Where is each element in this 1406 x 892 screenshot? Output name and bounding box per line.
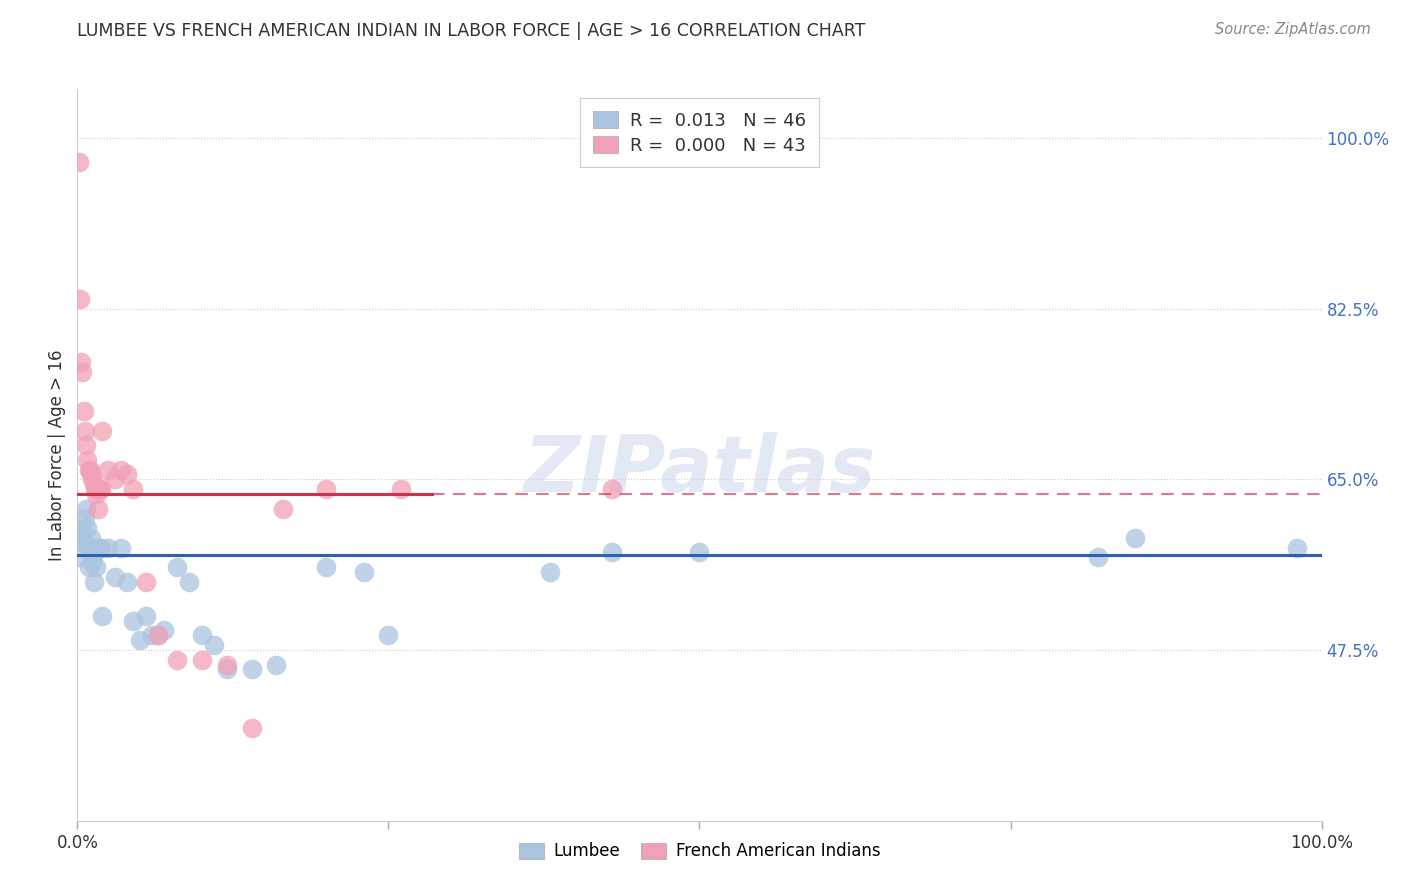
Point [266, 657, 288, 672]
Point [73, 511, 96, 525]
Point [72, 365, 94, 379]
Text: ZIPatlas: ZIPatlas [523, 432, 876, 508]
Point [87, 482, 110, 496]
Point [271, 501, 294, 516]
Point [83, 545, 105, 559]
Point [135, 608, 157, 623]
Point [1123, 531, 1146, 545]
Point [84, 487, 107, 501]
Point [69, 550, 91, 565]
Point [82, 472, 104, 486]
Point [72, 535, 94, 549]
Point [191, 653, 214, 667]
Point [90, 482, 112, 496]
Point [1285, 541, 1308, 555]
Point [89, 541, 111, 555]
Point [70, 521, 93, 535]
Point [122, 482, 145, 496]
Point [353, 565, 375, 579]
Point [602, 545, 624, 559]
Point [377, 628, 399, 642]
Y-axis label: In Labor Force | Age > 16: In Labor Force | Age > 16 [48, 349, 66, 561]
Legend: Lumbee, French American Indians: Lumbee, French American Indians [512, 836, 887, 867]
Point [315, 560, 337, 574]
Point [97, 462, 120, 476]
Point [97, 541, 120, 555]
Point [76, 452, 98, 467]
Point [67, 531, 90, 545]
Point [76, 521, 98, 535]
Point [148, 628, 170, 642]
Point [689, 545, 711, 559]
Point [72, 531, 94, 545]
Point [91, 424, 114, 438]
Text: LUMBEE VS FRENCH AMERICAN INDIAN IN LABOR FORCE | AGE > 16 CORRELATION CHART: LUMBEE VS FRENCH AMERICAN INDIAN IN LABO… [77, 22, 866, 40]
Point [77, 560, 100, 574]
Point [115, 574, 138, 589]
Point [148, 628, 170, 642]
Point [89, 482, 111, 496]
Point [80, 467, 103, 482]
Point [202, 638, 225, 652]
Point [73, 424, 96, 438]
Point [82, 555, 104, 569]
Point [191, 628, 214, 642]
Point [83, 477, 105, 491]
Point [179, 574, 201, 589]
Point [84, 560, 107, 574]
Point [72, 404, 94, 418]
Point [80, 531, 103, 545]
Point [77, 462, 100, 476]
Point [215, 663, 238, 677]
Point [70, 355, 93, 369]
Point [315, 482, 337, 496]
Point [215, 657, 238, 672]
Point [240, 721, 263, 735]
Point [87, 501, 110, 516]
Point [389, 482, 412, 496]
Point [115, 467, 138, 482]
Point [135, 574, 157, 589]
Point [104, 472, 127, 486]
Point [166, 560, 188, 574]
Point [79, 462, 101, 476]
Point [166, 653, 188, 667]
Point [1087, 550, 1109, 565]
Point [128, 633, 150, 648]
Point [141, 628, 163, 642]
Point [75, 438, 97, 452]
Point [153, 624, 176, 638]
Point [104, 570, 127, 584]
Point [83, 574, 105, 589]
Point [538, 565, 561, 579]
Point [91, 608, 114, 623]
Point [602, 482, 624, 496]
Point [240, 663, 263, 677]
Point [75, 501, 97, 516]
Point [86, 482, 108, 496]
Point [67, 155, 90, 169]
Point [110, 541, 132, 555]
Point [79, 541, 101, 555]
Point [90, 541, 112, 555]
Point [122, 614, 145, 628]
Text: Source: ZipAtlas.com: Source: ZipAtlas.com [1215, 22, 1371, 37]
Point [110, 462, 132, 476]
Point [83, 482, 105, 496]
Point [69, 292, 91, 306]
Point [86, 541, 108, 555]
